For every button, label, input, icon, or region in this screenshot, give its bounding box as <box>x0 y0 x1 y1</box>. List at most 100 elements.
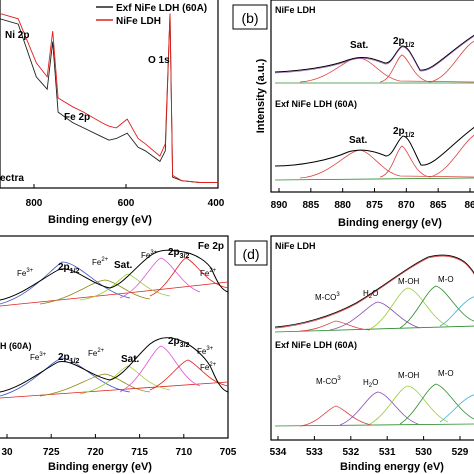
panel-d-xtick-tick-label: 531 <box>379 447 396 458</box>
panel-d-top-spectrum <box>274 254 474 333</box>
panel-c-xtick-tick-label: 30 <box>1 447 13 458</box>
panel-c-top-spectrum <box>0 249 229 307</box>
panel-d-top-h2o-peak <box>329 301 421 331</box>
panel-c-bottom-title: H (60A) <box>0 341 32 351</box>
panel-c-corner-label: Fe 2p <box>198 241 224 252</box>
panel-c-top-fe2b-sup: 2+ <box>209 268 216 274</box>
panel-c-bottom-fe2b-label: Fe2+ <box>200 362 217 372</box>
panel-c-top-fe2b-label: Fe2+ <box>200 268 217 278</box>
panel-c-bottom-2p32-text: 2p <box>168 336 180 347</box>
panel-c-bottom-fe2-sup: 2+ <box>97 348 104 354</box>
panel-d-xticks: 534 533 532 531 530 529 <box>270 436 469 458</box>
panel-b-bottom-2p-peak <box>379 145 431 178</box>
panel-d-xtick-tick-label: 532 <box>342 447 359 458</box>
panel-d-bottom-mco3-label: M-CO3 <box>316 376 341 386</box>
panel-d-top-h2o-end: O <box>372 289 378 298</box>
panel-b-top-sat-label: Sat. <box>350 40 369 51</box>
panel-c-bottom-fe2-peak <box>39 373 151 397</box>
panel-c-bottom-2p32-peak <box>119 345 201 393</box>
panel-d-bottom-h2o-peak <box>339 391 419 426</box>
panel-d-bottom-h2o-text: H <box>363 378 369 387</box>
panel-d-top-background <box>274 325 474 333</box>
panel-c-bottom-background <box>0 381 229 399</box>
panel-b-bottom-2p-sub: 1/2 <box>405 132 415 139</box>
panel-d-top-mco3-text: M-CO <box>315 293 336 302</box>
panel-d: (d) NiFe LDH Exf NiFe LDH (60A) M-CO3 H2… <box>234 235 474 473</box>
panel-d-top-mo-label: M-O <box>438 275 454 284</box>
panel-d-bottom-mo-peak <box>399 383 474 425</box>
panel-c-top-fe3-label: Fe3+ <box>17 268 34 278</box>
panel-b-top-third-peak <box>429 40 474 83</box>
panel-b-bottom-sat-label: Sat. <box>349 135 368 146</box>
panel-d-top-h2o-label: H2O <box>363 289 378 300</box>
panel-d-bottom-mco3-peak <box>299 405 373 427</box>
panel-b-bottom-spectrum <box>274 126 474 181</box>
panel-d-bottom-background <box>274 423 474 427</box>
panel-c-top-fe2-text: Fe <box>92 258 102 267</box>
panel-b-bottom-third-peak <box>429 134 474 178</box>
panel-c-top-fe2b-text: Fe <box>200 269 210 278</box>
panel-c-bottom-2p32-sub: 3/2 <box>180 342 190 349</box>
panel-b-xtick-tick-label: 86 <box>464 200 474 211</box>
panel-a-partial-label: ectra <box>0 173 24 184</box>
panel-d-top-raw <box>274 254 474 328</box>
panel-b-bottom-2p-label: 2p1/2 <box>393 126 415 139</box>
panel-d-top-mo-peak <box>399 285 474 329</box>
panel-d-bottom-mco3-sub: 3 <box>337 376 341 382</box>
panel-c-xticks: 30 725 720 715 710 705 <box>1 434 237 458</box>
panel-d-top-moh-label: M-OH <box>398 277 420 286</box>
panel-a-frame <box>0 0 219 189</box>
panel-d-top-envelope <box>274 255 474 329</box>
panel-c-top-fe2-label: Fe2+ <box>92 257 109 267</box>
panel-a-xtick-600: 600 <box>118 198 135 209</box>
panel-c-bottom-fe3b-label: Fe3+ <box>197 346 214 356</box>
panel-c: Fe 2p H (60A) Fe3+ 2p1/2 Fe2+ Sat. Fe3+ … <box>0 235 237 473</box>
panel-b-xtick-tick-label: 875 <box>366 200 383 211</box>
panel-c-xtick-tick-label: 715 <box>131 447 148 458</box>
panel-c-bottom-raw <box>0 337 229 393</box>
panel-a-xlabel: Binding energy (eV) <box>48 214 152 226</box>
panel-b-bottom-title: Exf NiFe LDH (60A) <box>275 99 357 109</box>
panel-c-bottom-2p12-text: 2p <box>58 352 70 363</box>
panel-c-top-2p32-sub: 3/2 <box>180 253 190 260</box>
panel-c-xtick-tick-label: 705 <box>220 447 237 458</box>
panel-c-top-fe3b-label: Fe3+ <box>141 250 158 260</box>
panel-b-top-2p-text: 2p <box>393 36 405 47</box>
panel-d-top-mco3-peak <box>299 320 371 332</box>
panel-c-bottom-sat-label: Sat. <box>121 354 140 365</box>
panel-c-top-fe3-text: Fe <box>17 269 27 278</box>
panel-d-tag: (d) <box>242 246 259 262</box>
panel-c-bottom-fe3-text: Fe <box>30 353 40 362</box>
panel-b-xticks: 890 885 880 875 870 865 86 <box>271 188 474 211</box>
peak-label-o1s: O 1s <box>148 55 170 66</box>
panel-a: Exf NiFe LDH (60A) NiFe LDH Ni 2p Fe 2p … <box>0 0 225 226</box>
panel-c-top-sat-peak <box>79 273 171 301</box>
panel-d-bottom-title: Exf NiFe LDH (60A) <box>275 340 357 350</box>
panel-a-xtick-400: 400 <box>208 198 225 209</box>
panel-c-bottom-fe3b-sup: 3+ <box>206 346 213 352</box>
panel-c-top-2p32-text: 2p <box>168 247 180 258</box>
panel-c-xtick-tick-label: 725 <box>43 447 60 458</box>
panel-b-xtick-tick-label: 885 <box>302 200 319 211</box>
panel-c-bottom-fe2b-sup: 2+ <box>209 362 216 368</box>
panel-b-top-2p-peak <box>379 54 431 83</box>
panel-c-top-2p12-label: 2p1/2 <box>58 262 80 275</box>
panel-b-xlabel: Binding energy (eV) <box>338 217 442 229</box>
panel-d-top-moh-peak <box>369 287 449 330</box>
panel-c-top-sat-label: Sat. <box>114 260 133 271</box>
panel-d-top-mco3-sub: 3 <box>336 292 340 298</box>
panel-c-top-fe3b-text: Fe <box>141 251 151 260</box>
panel-c-top-raw <box>0 249 229 301</box>
panel-d-bottom-h2o-end: O <box>372 378 378 387</box>
panel-c-xtick-tick-label: 710 <box>175 447 192 458</box>
panel-c-bottom-spectrum <box>0 337 229 399</box>
legend-label-exf: Exf NiFe LDH (60A) <box>116 3 207 14</box>
panel-d-xtick-tick-label: 533 <box>306 447 323 458</box>
panel-c-top-2p32-peak <box>119 257 201 299</box>
panel-d-bottom-extra-peak <box>439 394 474 423</box>
panel-d-top-extra-peak <box>439 296 474 327</box>
panel-c-top-2p12-text: 2p <box>58 262 70 273</box>
panel-b-xtick-tick-label: 890 <box>271 200 288 211</box>
panel-c-bottom-fe2b-text: Fe <box>200 363 210 372</box>
